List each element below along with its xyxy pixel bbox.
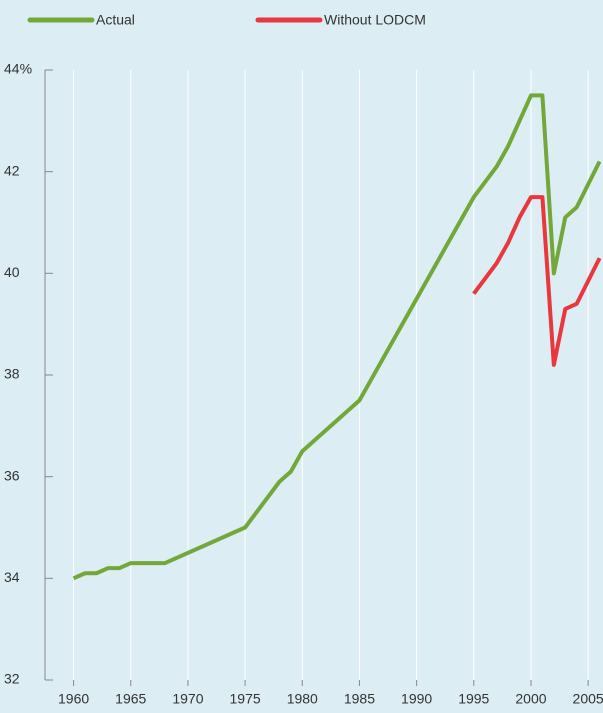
x-tick-label: 1985: [344, 691, 375, 707]
x-tick-label: 1960: [58, 691, 89, 707]
x-tick-label: 1975: [230, 691, 261, 707]
y-tick-label: 38: [4, 366, 20, 382]
x-tick-label: 1995: [458, 691, 489, 707]
x-tick-label: 1970: [172, 691, 203, 707]
x-tick-label: 1990: [401, 691, 432, 707]
x-tick-label: 2000: [515, 691, 546, 707]
line-series: [72, 93, 602, 581]
y-tick-label: 36: [4, 467, 20, 483]
line-series: [472, 195, 602, 367]
x-tick-label: 1965: [115, 691, 146, 707]
x-tick-label: 2005: [573, 691, 603, 707]
x-tick-label: 1980: [287, 691, 318, 707]
y-tick-label: 44%: [4, 61, 32, 77]
y-tick-label: 42: [4, 162, 20, 178]
y-tick-label: 32: [4, 671, 20, 687]
y-tick-label: 34: [4, 569, 20, 585]
y-tick-label: 40: [4, 264, 20, 280]
legend-label: Actual: [96, 12, 135, 28]
legend-label: Without LODCM: [324, 12, 426, 28]
